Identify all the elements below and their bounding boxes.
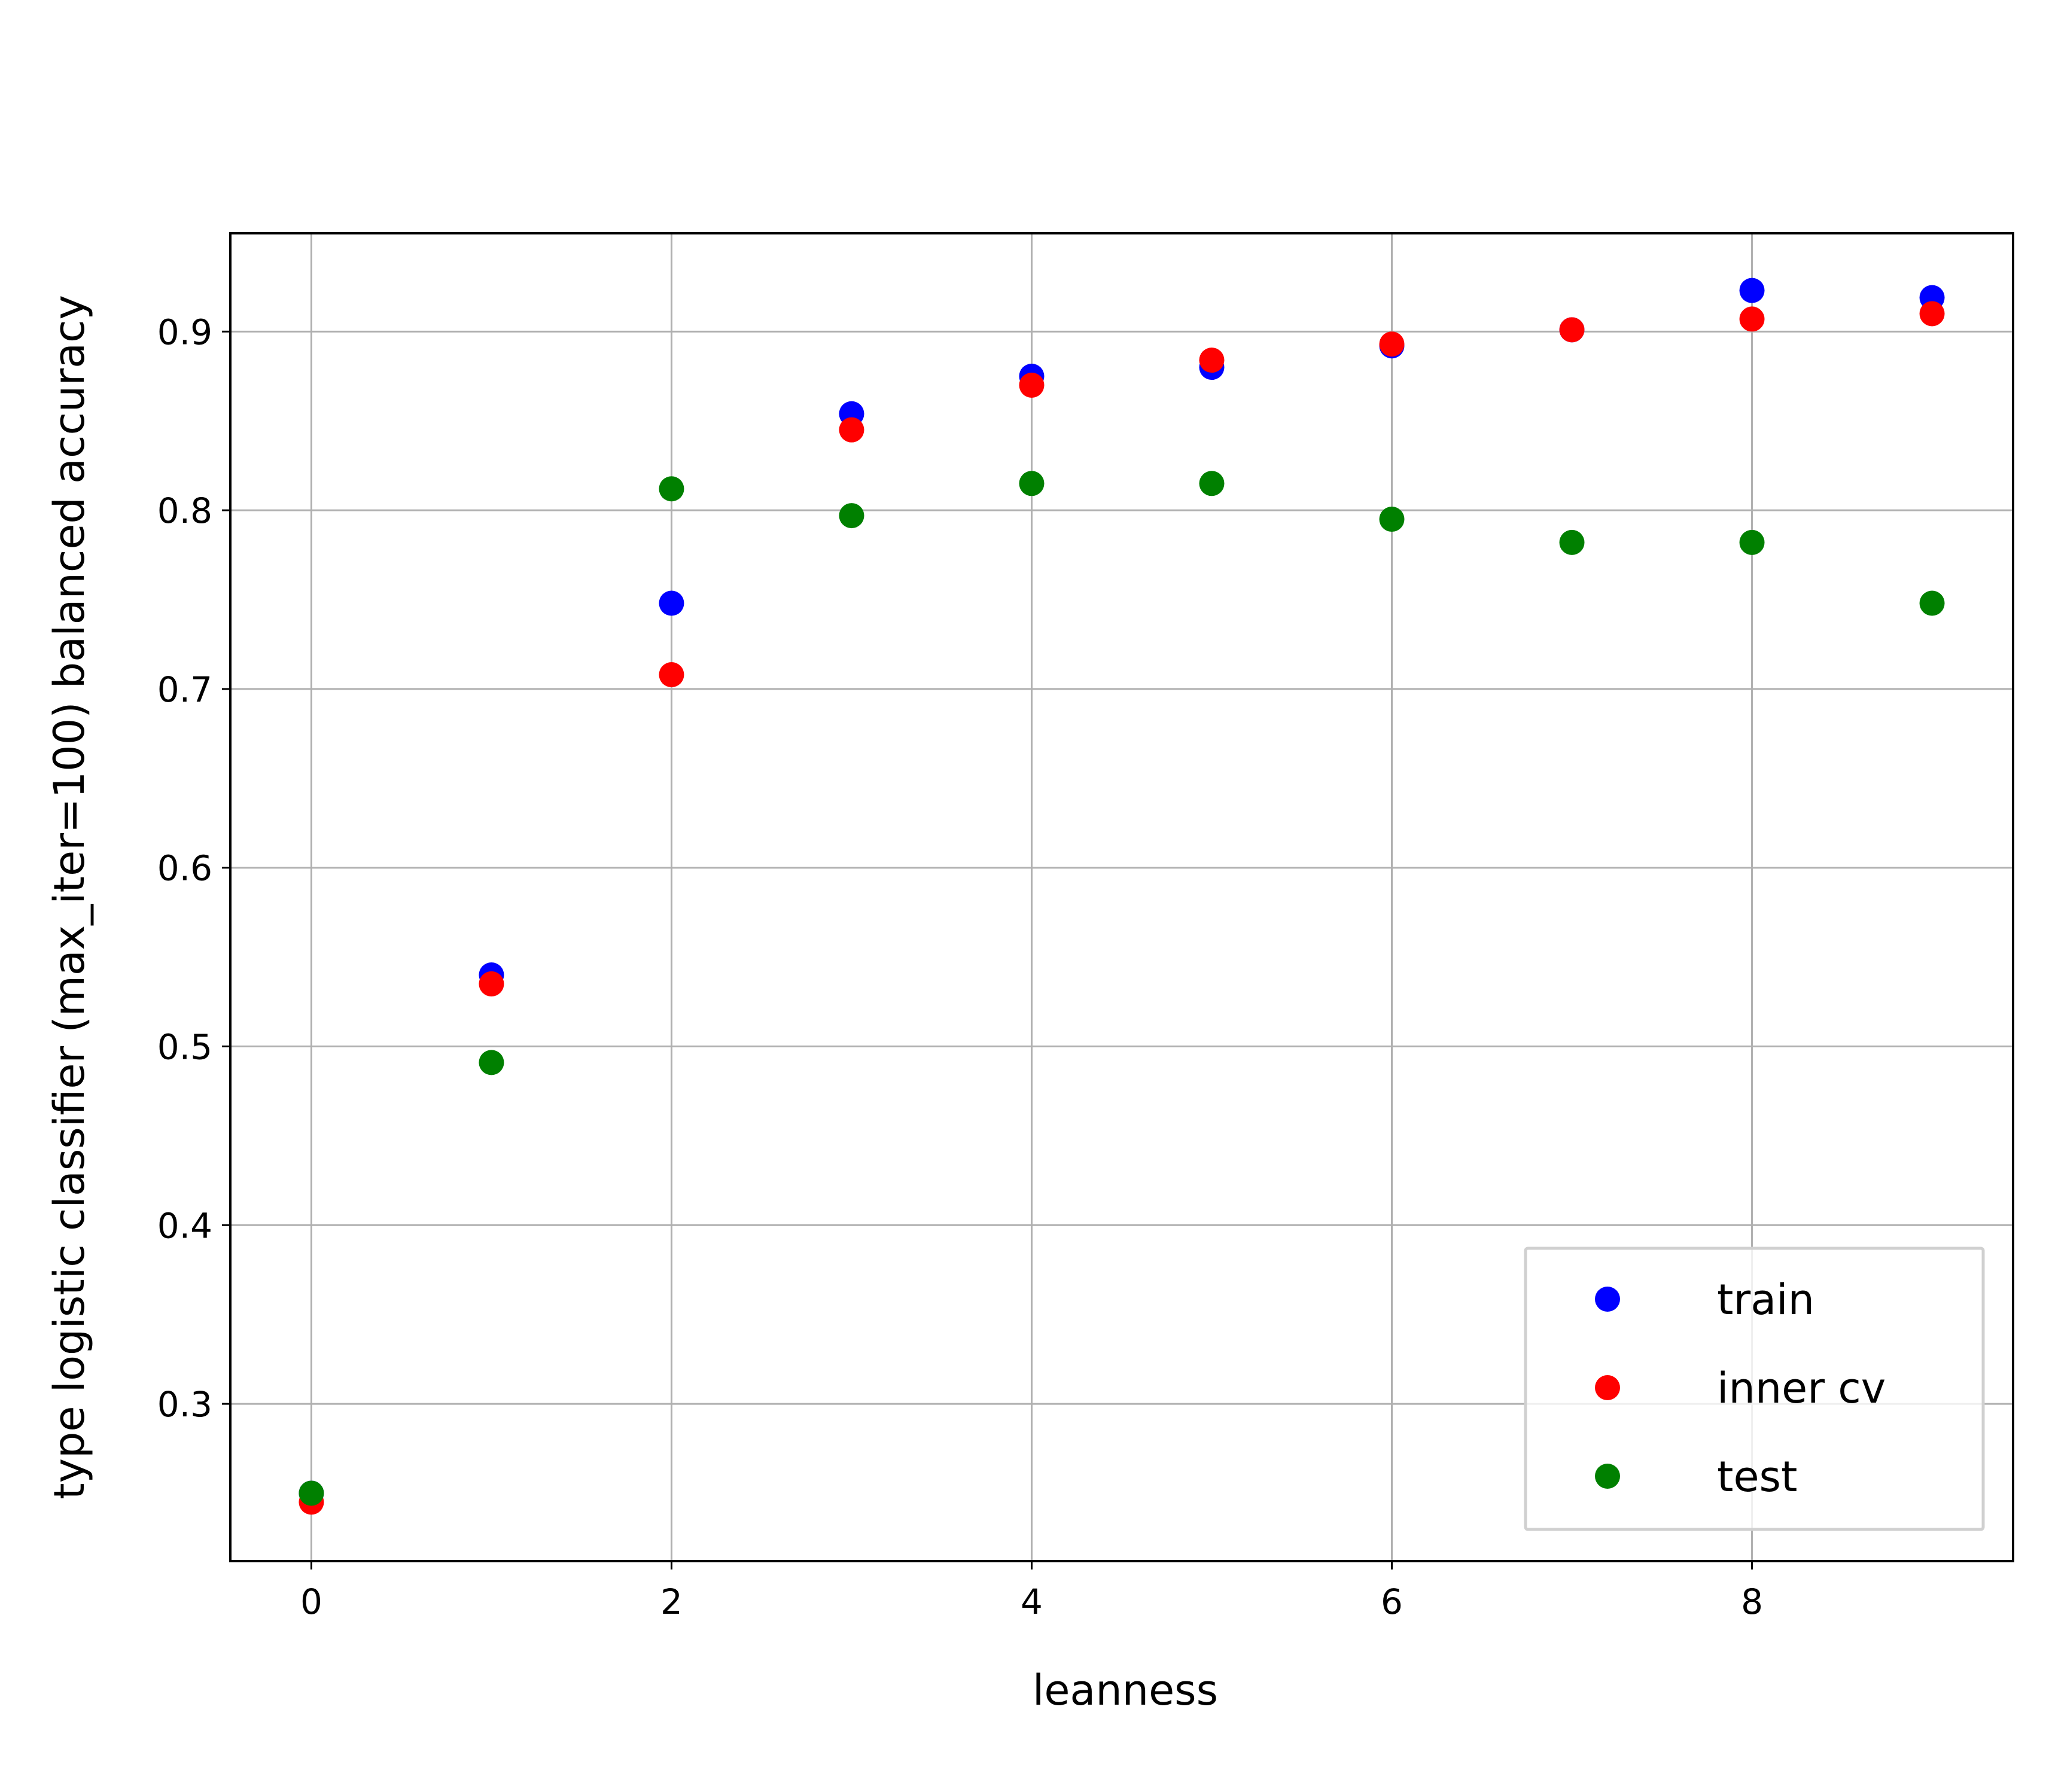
point-inner-cv bbox=[1379, 331, 1405, 357]
legend-label: train bbox=[1717, 1275, 1814, 1324]
y-axis-label: type logistic classifier (max_iter=100) … bbox=[45, 295, 94, 1500]
point-inner-cv bbox=[1019, 372, 1045, 398]
point-inner-cv bbox=[1199, 348, 1225, 373]
y-tick-label: 0.9 bbox=[157, 312, 212, 352]
point-train bbox=[659, 590, 684, 616]
x-axis-label: leanness bbox=[1033, 1666, 1218, 1715]
point-inner-cv bbox=[1559, 317, 1585, 343]
y-tick-label: 0.7 bbox=[157, 669, 212, 710]
legend-frame bbox=[1524, 1247, 1985, 1531]
y-tick-label: 0.6 bbox=[157, 848, 212, 889]
plot-area-frame bbox=[229, 232, 2014, 1562]
legend-marker-test bbox=[1595, 1464, 1620, 1489]
point-test bbox=[839, 503, 864, 529]
legend-label: inner cv bbox=[1717, 1364, 1886, 1413]
y-tick-label: 0.4 bbox=[157, 1205, 212, 1246]
point-test bbox=[479, 1050, 504, 1075]
point-inner-cv bbox=[1739, 306, 1765, 332]
point-train bbox=[1739, 278, 1765, 303]
point-test bbox=[659, 476, 684, 502]
y-tick-label: 0.5 bbox=[157, 1026, 212, 1067]
legend-marker-train bbox=[1595, 1287, 1620, 1312]
point-test bbox=[1559, 529, 1585, 555]
legend: train inner cv test bbox=[1524, 1247, 1985, 1531]
data-points bbox=[299, 278, 1945, 1515]
y-tick-label: 0.8 bbox=[157, 490, 212, 531]
x-tick-label: 8 bbox=[1741, 1581, 1763, 1622]
point-test bbox=[1379, 507, 1405, 532]
x-tick-label: 0 bbox=[300, 1581, 322, 1622]
x-tick-label: 2 bbox=[660, 1581, 683, 1622]
x-tick-label: 4 bbox=[1021, 1581, 1043, 1622]
point-inner-cv bbox=[479, 971, 504, 996]
point-inner-cv bbox=[1919, 301, 1945, 327]
y-tick-label: 0.3 bbox=[157, 1384, 212, 1425]
point-test bbox=[299, 1480, 324, 1506]
point-test bbox=[1019, 471, 1045, 496]
point-test bbox=[1919, 590, 1945, 616]
legend-marker-inner-cv bbox=[1595, 1375, 1620, 1400]
legend-label: test bbox=[1717, 1452, 1797, 1501]
x-tick-label: 6 bbox=[1381, 1581, 1403, 1622]
point-inner-cv bbox=[839, 417, 864, 443]
axis-ticks: 0 2 4 6 8 0.3 0.4 0.5 0.6 0.7 0.8 0.9 bbox=[157, 312, 1763, 1622]
point-inner-cv bbox=[659, 662, 684, 688]
point-test bbox=[1739, 529, 1765, 555]
point-test bbox=[1199, 471, 1225, 496]
grid-lines bbox=[230, 233, 2013, 1561]
